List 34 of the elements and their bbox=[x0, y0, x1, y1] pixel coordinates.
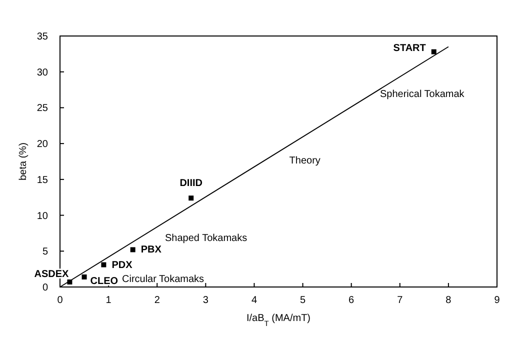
x-tick-label: 7 bbox=[397, 295, 404, 306]
series-label: CLEO bbox=[90, 276, 118, 287]
y-tick-label: 30 bbox=[36, 67, 48, 78]
series-label: START bbox=[393, 42, 426, 54]
series-label: DIIID bbox=[180, 178, 202, 190]
x-tick-label: 2 bbox=[154, 295, 160, 306]
y-tick-label: 5 bbox=[42, 246, 48, 258]
point bbox=[130, 247, 136, 252]
x-tick-label: 6 bbox=[348, 295, 355, 306]
x-tick-label: 9 bbox=[494, 295, 500, 306]
x-tick-label: 5 bbox=[300, 295, 306, 306]
point bbox=[188, 196, 194, 201]
x-axis-title: I/aB$_{T}$ (MA/mT) bbox=[246, 313, 311, 328]
y-tick-label: 25 bbox=[36, 103, 48, 114]
series-label: PBX bbox=[140, 244, 162, 256]
x-tick-label: 4 bbox=[251, 295, 258, 306]
point bbox=[82, 274, 87, 280]
series-label: Theory bbox=[289, 156, 320, 167]
annotation: Spherical Tokamak bbox=[380, 89, 466, 100]
x-tick-label: 1 bbox=[106, 295, 112, 306]
x-tick-label: 8 bbox=[446, 295, 452, 306]
y-tick-label: 35 bbox=[36, 32, 48, 42]
y-axis-title: beta (%) bbox=[18, 142, 29, 180]
y-tick-label: 15 bbox=[36, 174, 48, 186]
y-tick-label: 0 bbox=[42, 282, 48, 294]
point bbox=[431, 49, 436, 54]
point bbox=[101, 262, 106, 268]
annotation: Circular Tokamaks bbox=[122, 274, 204, 285]
x-tick-label: 0 bbox=[57, 295, 64, 306]
x-tick-label: 3 bbox=[202, 295, 209, 306]
series-label: PDX bbox=[112, 260, 133, 271]
y-tick-label: 20 bbox=[36, 139, 48, 150]
annotation: Shaped Tokamaks bbox=[165, 233, 248, 244]
y-tick-label: 10 bbox=[36, 210, 48, 222]
